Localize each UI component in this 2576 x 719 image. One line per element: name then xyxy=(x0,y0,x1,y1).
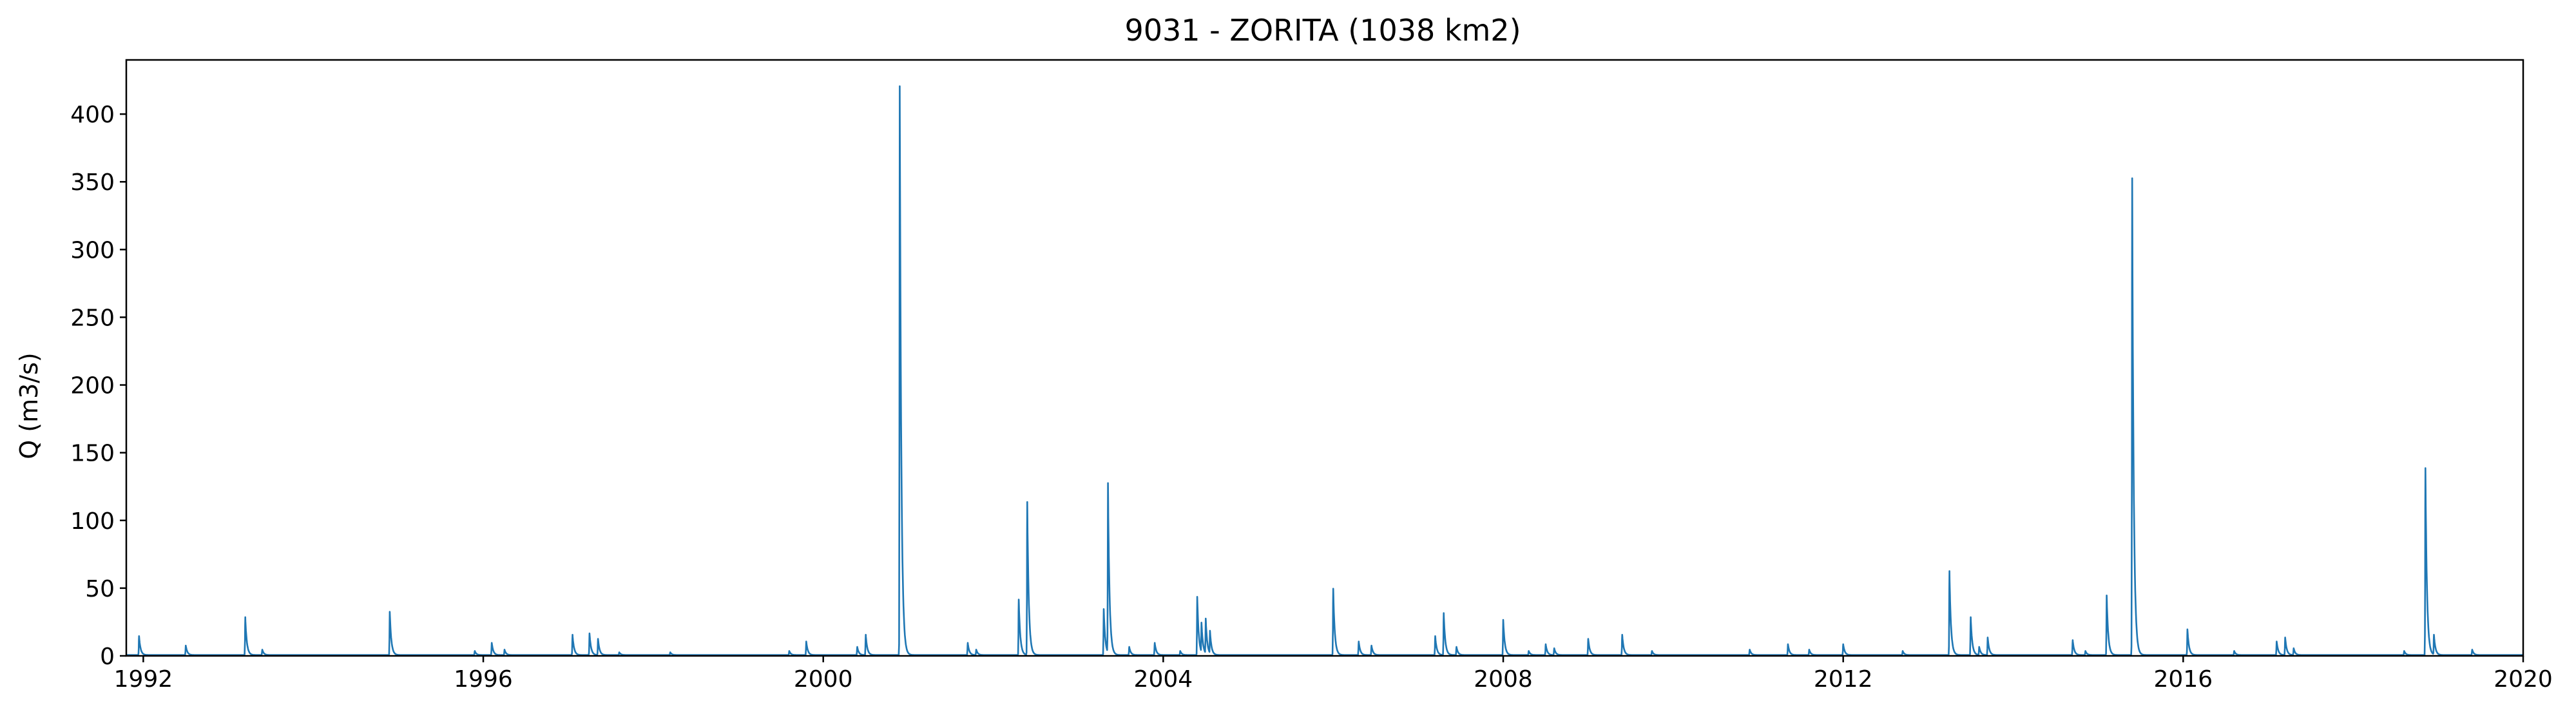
x-tick-label: 2020 xyxy=(2494,666,2553,693)
axis-ticks: 1992 1996 2000 2004 2008 2012 2016 2020 0 50 100 15… xyxy=(70,102,2553,693)
y-tick-label: 50 xyxy=(85,576,115,602)
y-tick-label: 150 xyxy=(70,441,115,467)
y-tick-label: 100 xyxy=(70,508,115,535)
y-axis-label: Q (m3/s) xyxy=(15,352,43,459)
series-line-discharge xyxy=(126,85,2524,656)
chart-title: 9031 - ZORITA (1038 km2) xyxy=(1124,13,1521,48)
plot-frame xyxy=(125,59,2524,657)
plot-area xyxy=(126,85,2524,656)
x-tick-label: 2016 xyxy=(2154,666,2213,693)
x-tick-label: 1996 xyxy=(454,666,513,693)
y-tick-label: 350 xyxy=(70,169,115,196)
y-tick-label: 200 xyxy=(70,373,115,399)
x-tick-label: 2008 xyxy=(1474,666,1533,693)
x-tick-label: 2012 xyxy=(1814,666,1873,693)
x-tick-label: 1992 xyxy=(114,666,173,693)
y-tick-label: 0 xyxy=(100,644,115,670)
y-tick-label: 300 xyxy=(70,237,115,264)
x-tick-label: 2000 xyxy=(794,666,853,693)
y-tick-label: 250 xyxy=(70,305,115,331)
y-tick-label: 400 xyxy=(70,102,115,128)
x-tick-label: 2004 xyxy=(1134,666,1193,693)
